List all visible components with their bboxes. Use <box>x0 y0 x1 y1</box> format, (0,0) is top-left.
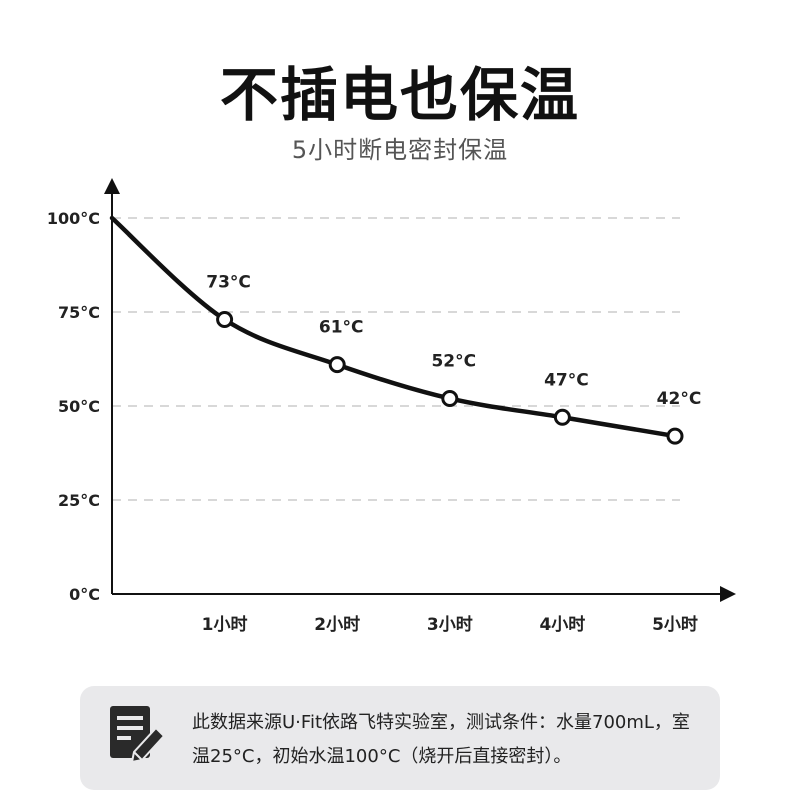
y-tick-label: 0°C <box>69 585 100 604</box>
data-point <box>216 311 234 329</box>
y-tick-label: 75°C <box>58 303 100 322</box>
data-point <box>666 427 684 445</box>
document-edit-icon <box>110 706 164 764</box>
data-point <box>553 408 571 426</box>
y-tick-label: 50°C <box>58 397 100 416</box>
x-tick-label: 2小时 <box>314 615 360 635</box>
temperature-series-line <box>109 215 678 439</box>
data-point <box>441 389 459 407</box>
temperature-chart: 0°C 25°C 50°C 75°C 100°C 1小时 2小时 3小时 4小时 5小时 73°C… <box>47 178 736 635</box>
data-point <box>328 356 346 374</box>
x-tick-label: 5小时 <box>652 615 698 635</box>
data-label: 52°C <box>431 351 476 371</box>
page-title: 不插电也保温 <box>219 61 580 129</box>
x-tick-label: 3小时 <box>427 615 473 635</box>
y-tick-label: 25°C <box>58 491 100 510</box>
data-source-note: 此数据来源U·Fit依路飞特实验室，测试条件：水量700mL，室温25°C，初始… <box>80 686 720 790</box>
data-label: 61°C <box>319 318 364 338</box>
data-label: 42°C <box>657 389 702 409</box>
page-subtitle: 5小时断电密封保温 <box>291 136 509 164</box>
x-tick-label: 4小时 <box>539 615 585 635</box>
note-text: 此数据来源U·Fit依路飞特实验室，测试条件：水量700mL，室温25°C，初始… <box>192 712 690 767</box>
x-tick-label: 1小时 <box>202 615 248 635</box>
y-tick-label: 100°C <box>47 209 100 228</box>
data-label: 47°C <box>544 370 589 390</box>
data-label: 73°C <box>206 273 251 293</box>
